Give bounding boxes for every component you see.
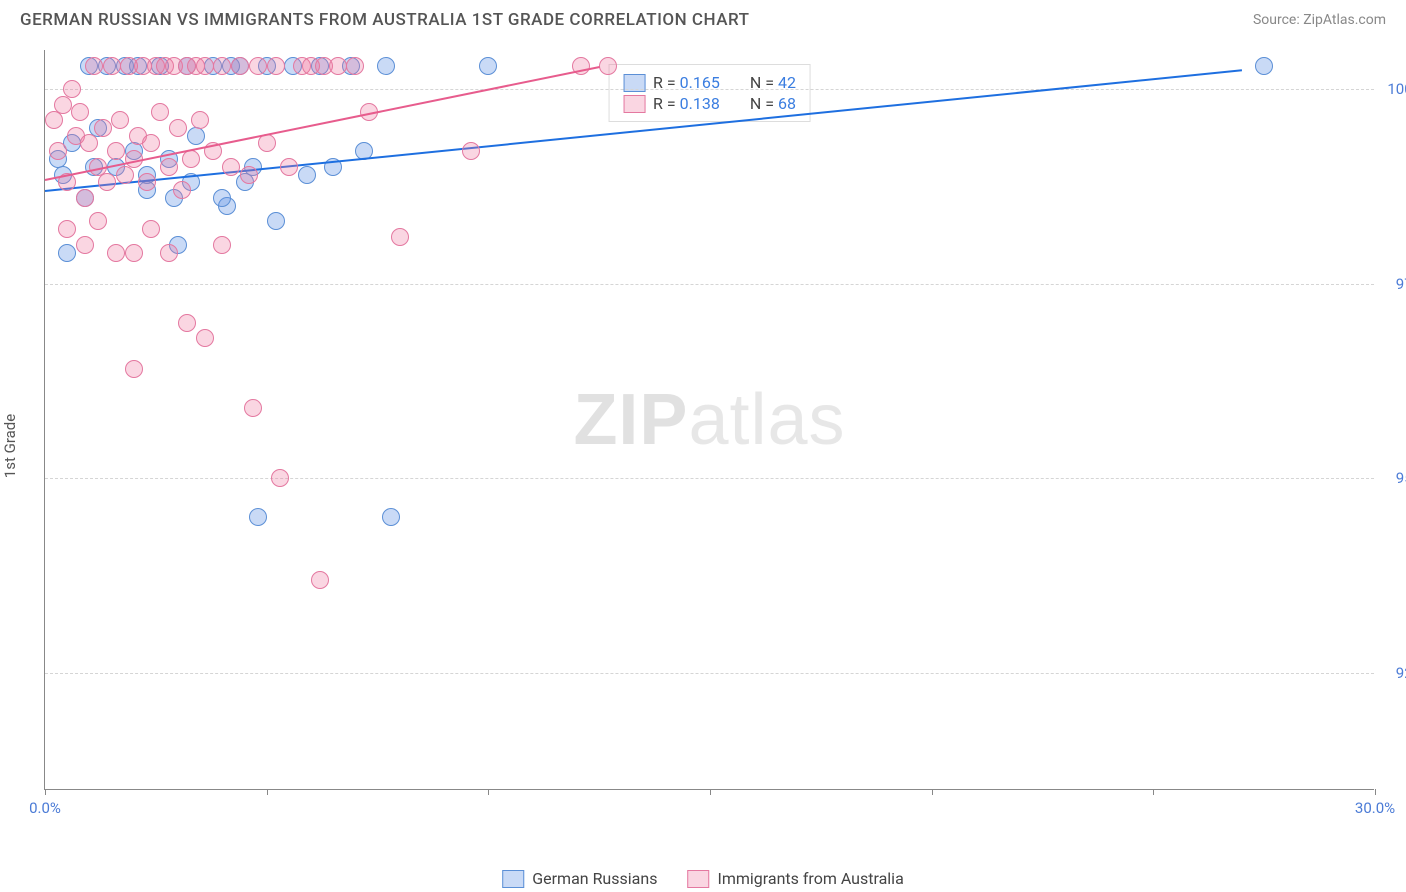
data-point (45, 111, 63, 129)
data-point (213, 189, 231, 207)
data-point (89, 212, 107, 230)
x-tick-mark (488, 789, 489, 795)
data-point (125, 244, 143, 262)
data-point (173, 181, 191, 199)
data-point (160, 158, 178, 176)
data-point (111, 111, 129, 129)
data-point (103, 57, 121, 75)
data-point (222, 158, 240, 176)
legend-label: German Russians (532, 869, 657, 888)
data-point (231, 57, 249, 75)
data-point (98, 173, 116, 191)
data-point (213, 57, 231, 75)
data-point (125, 360, 143, 378)
data-point (599, 57, 617, 75)
legend-item: Immigrants from Australia (687, 869, 903, 888)
data-point (249, 508, 267, 526)
data-point (240, 166, 258, 184)
data-point (462, 142, 480, 160)
x-tick-mark (710, 789, 711, 795)
legend-swatch (687, 870, 709, 888)
data-point (76, 189, 94, 207)
data-point (142, 220, 160, 238)
data-point (151, 103, 169, 121)
legend-item: German Russians (502, 869, 657, 888)
grid-line (45, 673, 1374, 674)
data-point (63, 80, 81, 98)
data-point (169, 119, 187, 137)
y-tick-label: 92.5% (1396, 664, 1406, 682)
data-point (142, 134, 160, 152)
data-point (187, 127, 205, 145)
data-point (479, 57, 497, 75)
data-point (76, 236, 94, 254)
data-point (249, 57, 267, 75)
data-point (267, 212, 285, 230)
source-label: Source: ZipAtlas.com (1253, 12, 1386, 28)
legend-label: Immigrants from Australia (717, 869, 903, 888)
data-point (382, 508, 400, 526)
watermark: ZIPatlas (573, 379, 845, 461)
data-point (107, 244, 125, 262)
data-point (178, 314, 196, 332)
chart-title: GERMAN RUSSIAN VS IMMIGRANTS FROM AUSTRA… (20, 10, 750, 30)
legend-swatch (502, 870, 524, 888)
data-point (191, 111, 209, 129)
x-tick-mark (45, 789, 46, 795)
data-point (58, 244, 76, 262)
x-tick-mark (1153, 789, 1154, 795)
y-tick-label: 97.5% (1396, 275, 1406, 293)
grid-line (45, 478, 1374, 479)
data-point (71, 103, 89, 121)
data-point (329, 57, 347, 75)
data-point (196, 329, 214, 347)
data-point (85, 57, 103, 75)
data-point (213, 236, 231, 254)
data-point (182, 150, 200, 168)
data-point (258, 134, 276, 152)
data-point (346, 57, 364, 75)
data-point (298, 166, 316, 184)
grid-line (45, 89, 1374, 90)
x-tick-label: 0.0% (29, 799, 61, 817)
legend-row: R = 0.138 N = 68 (623, 94, 796, 113)
data-point (80, 134, 98, 152)
grid-line (45, 284, 1374, 285)
data-point (138, 173, 156, 191)
legend-swatch (623, 95, 645, 113)
data-point (267, 57, 285, 75)
data-point (49, 142, 67, 160)
data-point (280, 158, 298, 176)
data-point (58, 220, 76, 238)
data-point (1255, 57, 1273, 75)
data-point (311, 571, 329, 589)
data-point (377, 57, 395, 75)
x-tick-label: 30.0% (1355, 799, 1395, 817)
y-tick-label: 95.0% (1396, 469, 1406, 487)
data-point (271, 469, 289, 487)
x-tick-mark (267, 789, 268, 795)
data-point (54, 96, 72, 114)
data-point (391, 228, 409, 246)
legend-n-label: N = 68 (750, 94, 796, 113)
x-tick-mark (1375, 789, 1376, 795)
data-point (244, 399, 262, 417)
stats-legend: R = 0.165N = 42R = 0.138N = 68 (608, 64, 811, 122)
data-point (160, 244, 178, 262)
series-legend: German Russians Immigrants from Australia (502, 869, 904, 888)
data-point (196, 57, 214, 75)
legend-r-label: R = 0.138 (653, 94, 720, 113)
data-point (107, 142, 125, 160)
scatter-chart: ZIPatlas R = 0.165N = 42R = 0.138N = 68 … (44, 50, 1374, 790)
y-tick-label: 100.0% (1387, 80, 1406, 98)
data-point (116, 166, 134, 184)
y-axis-label: 1st Grade (1, 414, 19, 478)
x-tick-mark (932, 789, 933, 795)
data-point (94, 119, 112, 137)
